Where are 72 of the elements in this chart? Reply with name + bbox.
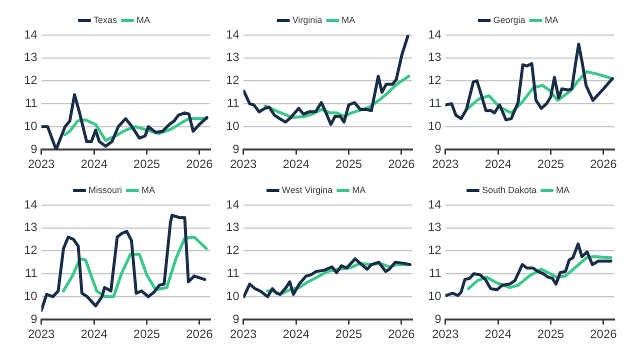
y-tick-label: 9 bbox=[434, 312, 442, 326]
y-tick-label: 10 bbox=[226, 118, 240, 133]
y-tick-label: 11 bbox=[428, 266, 442, 280]
y-tick-label: 14 bbox=[428, 27, 442, 42]
legend-label: MA bbox=[136, 14, 150, 25]
y-tick-label: 10 bbox=[226, 288, 240, 303]
legend-label: South Dakota bbox=[482, 184, 537, 195]
x-tick-label: 2023 bbox=[432, 327, 460, 342]
legend-label: MA bbox=[544, 14, 558, 25]
legend-label: Georgia bbox=[493, 14, 526, 25]
x-tick-label: 2023 bbox=[432, 157, 460, 172]
x-tick-label: 2026 bbox=[388, 327, 416, 342]
y-tick-label: 12 bbox=[428, 243, 442, 258]
y-tick-label: 9 bbox=[30, 142, 38, 156]
y-tick-label: 13 bbox=[226, 50, 240, 64]
y-tick-label: 11 bbox=[24, 96, 38, 110]
x-tick-label: 2023 bbox=[28, 327, 56, 342]
x-tick-label: 2023 bbox=[230, 327, 258, 342]
x-tick-label: 2026 bbox=[590, 157, 618, 172]
x-tick-label: 2025 bbox=[133, 327, 160, 342]
x-tick-label: 2023 bbox=[28, 157, 56, 172]
y-tick-label: 9 bbox=[232, 142, 240, 156]
legend-label: Virginia bbox=[292, 14, 322, 25]
y-tick-label: 10 bbox=[24, 118, 38, 133]
y-tick-label: 12 bbox=[226, 73, 240, 88]
y-tick-label: 9 bbox=[30, 312, 38, 326]
y-tick-label: 13 bbox=[24, 50, 38, 64]
x-tick-label: 2024 bbox=[484, 327, 512, 342]
y-tick-label: 13 bbox=[226, 220, 240, 234]
legend-label: Texas bbox=[93, 14, 118, 25]
legend-label: West Virgina bbox=[282, 184, 333, 195]
x-tick-label: 2023 bbox=[230, 157, 258, 172]
y-tick-label: 12 bbox=[428, 73, 442, 88]
legend-label: MA bbox=[142, 184, 155, 195]
x-tick-label: 2025 bbox=[537, 157, 564, 172]
y-tick-label: 11 bbox=[428, 96, 442, 110]
y-tick-label: 13 bbox=[24, 220, 38, 234]
x-tick-label: 2026 bbox=[186, 327, 214, 342]
y-tick-label: 13 bbox=[428, 50, 442, 64]
legend-label: MA bbox=[352, 184, 366, 195]
y-tick-label: 14 bbox=[24, 27, 38, 42]
y-tick-label: 10 bbox=[428, 288, 442, 303]
y-tick-label: 12 bbox=[24, 243, 38, 258]
y-tick-label: 9 bbox=[232, 312, 240, 326]
y-tick-label: 12 bbox=[226, 243, 240, 258]
y-tick-label: 11 bbox=[226, 96, 240, 110]
x-tick-label: 2024 bbox=[484, 157, 512, 172]
x-tick-label: 2024 bbox=[282, 327, 310, 342]
legend-label: MA bbox=[556, 184, 570, 195]
y-tick-label: 14 bbox=[428, 197, 442, 212]
y-tick-label: 10 bbox=[428, 118, 442, 133]
x-tick-label: 2025 bbox=[335, 157, 362, 172]
x-tick-label: 2026 bbox=[388, 157, 416, 172]
y-tick-label: 11 bbox=[226, 266, 240, 280]
y-tick-label: 14 bbox=[226, 27, 240, 42]
y-tick-label: 11 bbox=[24, 266, 38, 280]
x-tick-label: 2024 bbox=[282, 157, 310, 172]
y-tick-label: 10 bbox=[24, 288, 38, 303]
y-tick-label: 13 bbox=[428, 220, 442, 234]
x-tick-label: 2024 bbox=[80, 327, 108, 342]
y-tick-label: 9 bbox=[434, 142, 442, 156]
x-tick-label: 2025 bbox=[133, 157, 160, 172]
y-tick-label: 12 bbox=[24, 73, 38, 88]
x-tick-label: 2024 bbox=[80, 157, 108, 172]
x-tick-label: 2026 bbox=[186, 157, 214, 172]
x-tick-label: 2025 bbox=[537, 327, 564, 342]
legend-label: MA bbox=[342, 14, 356, 25]
y-tick-label: 14 bbox=[24, 197, 38, 212]
x-tick-label: 2025 bbox=[335, 327, 362, 342]
legend-label: Missouri bbox=[88, 184, 122, 195]
y-tick-label: 14 bbox=[226, 197, 240, 212]
x-tick-label: 2026 bbox=[590, 327, 618, 342]
